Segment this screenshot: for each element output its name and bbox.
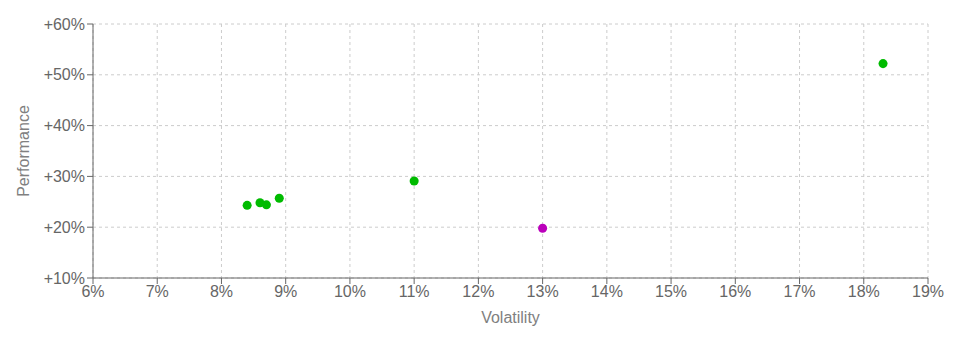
svg-text:+40%: +40% bbox=[44, 117, 85, 134]
svg-text:19%: 19% bbox=[912, 283, 944, 300]
svg-text:13%: 13% bbox=[527, 283, 559, 300]
svg-text:10%: 10% bbox=[334, 283, 366, 300]
svg-text:18%: 18% bbox=[848, 283, 880, 300]
svg-text:6%: 6% bbox=[81, 283, 105, 301]
svg-text:12%: 12% bbox=[462, 283, 494, 300]
svg-text:Volatility: Volatility bbox=[481, 309, 540, 326]
svg-text:+10%: +10% bbox=[44, 270, 85, 287]
svg-text:+20%: +20% bbox=[44, 219, 85, 236]
svg-text:17%: 17% bbox=[784, 283, 816, 300]
svg-text:7%: 7% bbox=[146, 283, 169, 300]
svg-text:8%: 8% bbox=[210, 283, 233, 300]
svg-text:16%: 16% bbox=[719, 283, 751, 300]
svg-text:+30%: +30% bbox=[44, 168, 85, 185]
svg-text:9%: 9% bbox=[274, 283, 297, 300]
svg-text:14%: 14% bbox=[591, 283, 623, 300]
svg-text:Performance: Performance bbox=[15, 105, 32, 197]
svg-text:+50%: +50% bbox=[44, 66, 85, 83]
svg-text:+60%: +60% bbox=[44, 16, 85, 33]
svg-text:11%: 11% bbox=[399, 283, 430, 300]
svg-text:15%: 15% bbox=[655, 283, 687, 300]
